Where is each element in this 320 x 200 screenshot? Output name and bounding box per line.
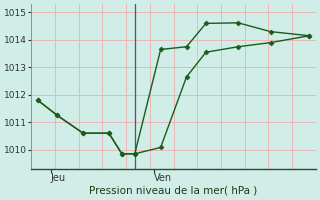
X-axis label: Pression niveau de la mer( hPa ): Pression niveau de la mer( hPa ) [90,186,258,196]
